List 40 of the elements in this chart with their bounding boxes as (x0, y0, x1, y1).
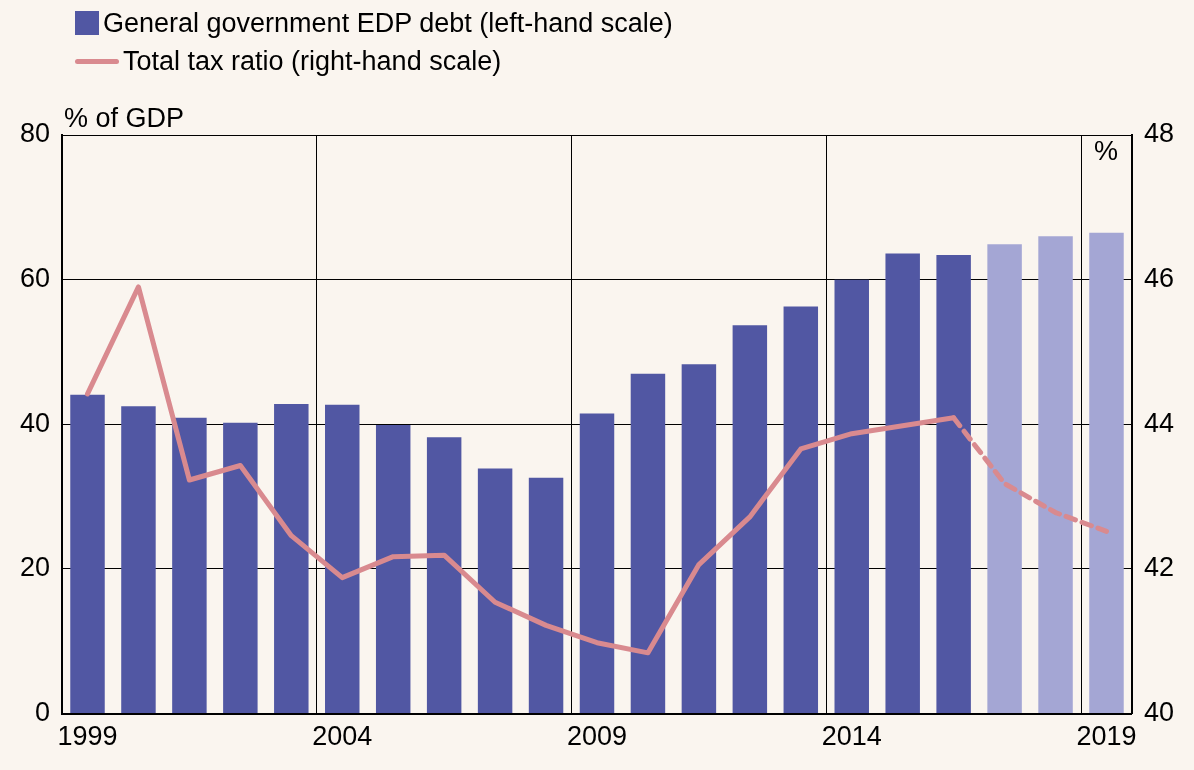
bar (579, 413, 615, 714)
y-tick-label: 60 (19, 263, 51, 294)
x-tick-label: 2009 (566, 721, 628, 752)
x-tick-label: 2014 (821, 721, 882, 752)
bar (121, 406, 156, 714)
x-tick-label: 2004 (312, 721, 373, 752)
bar (1089, 232, 1124, 714)
y-tick-label: 80 (19, 118, 51, 149)
bar (325, 404, 360, 714)
y-tick-label: 40 (19, 407, 51, 438)
y2-tick-label: 42 (1143, 552, 1175, 583)
bar (70, 394, 105, 714)
bar (528, 477, 564, 714)
legend-label: Total tax ratio (right-hand scale) (123, 45, 502, 78)
bar (936, 255, 971, 714)
bar (274, 404, 309, 714)
bar (477, 468, 513, 714)
bar (885, 253, 920, 714)
bar (630, 373, 666, 714)
bar (681, 364, 717, 714)
y2-tick-label: 46 (1143, 263, 1175, 294)
x-tick-label: 1999 (57, 721, 118, 752)
y2-tick-label: 40 (1143, 697, 1175, 728)
bar (783, 306, 819, 714)
y2-tick-label: 44 (1143, 407, 1175, 438)
y-tick-label: 20 (19, 552, 51, 583)
bar (1038, 236, 1073, 714)
bar (732, 325, 768, 714)
bar (987, 244, 1022, 714)
bar (834, 279, 869, 714)
y2-tick-label: 48 (1143, 118, 1175, 149)
bar (223, 422, 258, 714)
y2-axis-title: % (1093, 135, 1118, 166)
x-tick-label: 2019 (1076, 721, 1137, 752)
legend-label: General government EDP debt (left-hand scale) (103, 7, 673, 40)
bar (375, 425, 411, 714)
y-axis-title: % of GDP (64, 102, 185, 133)
bar (172, 417, 207, 714)
y-tick-label: 0 (35, 697, 51, 728)
bar (426, 437, 462, 714)
